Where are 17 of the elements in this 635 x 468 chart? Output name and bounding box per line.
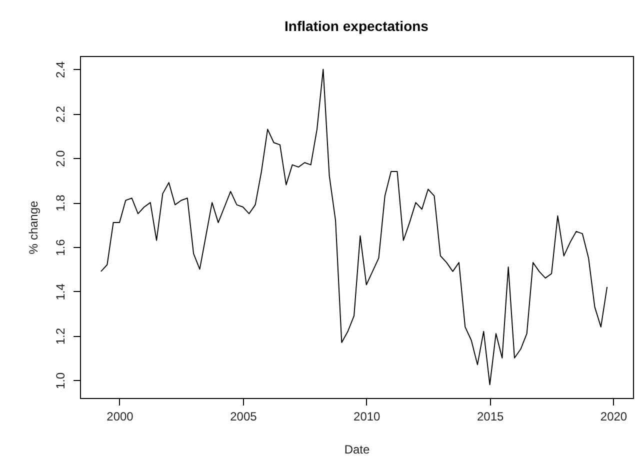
y-tick-label: 2.4 [54, 61, 68, 78]
y-tick-label: 2.0 [54, 150, 68, 167]
chart-title: Inflation expectations [284, 18, 429, 34]
y-axis-title: % change [26, 200, 40, 254]
x-axis-title: Date [344, 442, 370, 456]
x-tick-label: 2005 [230, 410, 258, 424]
y-tick-label: 1.0 [54, 372, 68, 390]
line-series [100, 68, 608, 386]
x-tick-label: 2000 [106, 410, 134, 424]
x-tick-label: 2015 [476, 410, 504, 424]
x-tick-label: 2010 [354, 410, 381, 424]
y-tick-label: 2.2 [54, 106, 68, 123]
y-tick-label: 1.4 [54, 283, 68, 300]
y-tick-label: 1.8 [54, 194, 68, 212]
x-tick-label: 2020 [600, 410, 628, 424]
y-tick-label: 1.6 [54, 238, 68, 256]
y-tick-label: 1.2 [54, 328, 68, 345]
